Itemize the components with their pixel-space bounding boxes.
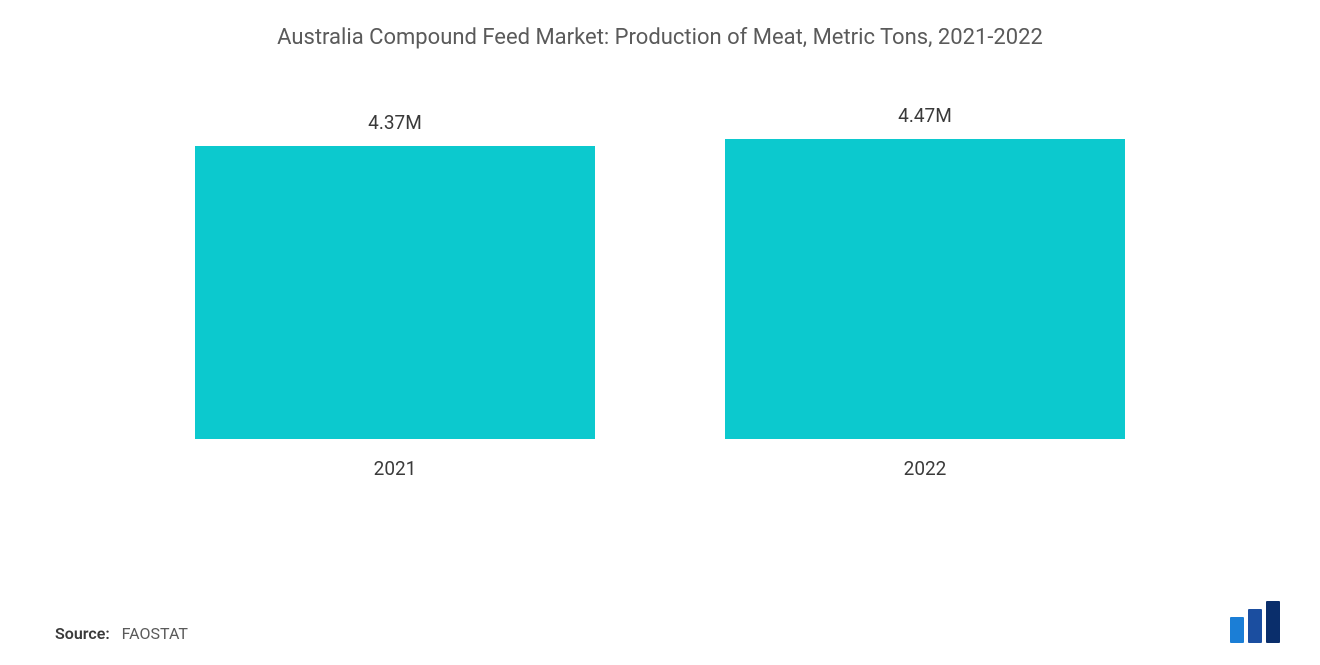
bar-group-2022: 4.47M 2022	[725, 104, 1125, 480]
bar-category-label-2021: 2021	[374, 457, 417, 480]
bar-category-label-2022: 2022	[904, 457, 947, 480]
logo-bar-icon	[1266, 601, 1280, 643]
bar-value-label-2021: 4.37M	[368, 111, 422, 134]
plot-area: 4.37M 2021 4.47M 2022	[40, 120, 1280, 480]
bar-group-2021: 4.37M 2021	[195, 111, 595, 480]
chart-footer: Source: FAOSTAT	[55, 601, 1280, 643]
chart-title: Australia Compound Feed Market: Producti…	[40, 25, 1280, 50]
bar-2021	[195, 146, 595, 439]
bar-2022	[725, 139, 1125, 439]
source-label: Source:	[55, 624, 110, 643]
logo-bar-icon	[1248, 609, 1262, 643]
bar-value-label-2022: 4.47M	[898, 104, 952, 127]
brand-logo-icon	[1230, 601, 1280, 643]
source-value: FAOSTAT	[122, 624, 188, 643]
chart-container: Australia Compound Feed Market: Producti…	[0, 0, 1320, 665]
source-citation: Source: FAOSTAT	[55, 624, 188, 643]
logo-bar-icon	[1230, 617, 1244, 643]
